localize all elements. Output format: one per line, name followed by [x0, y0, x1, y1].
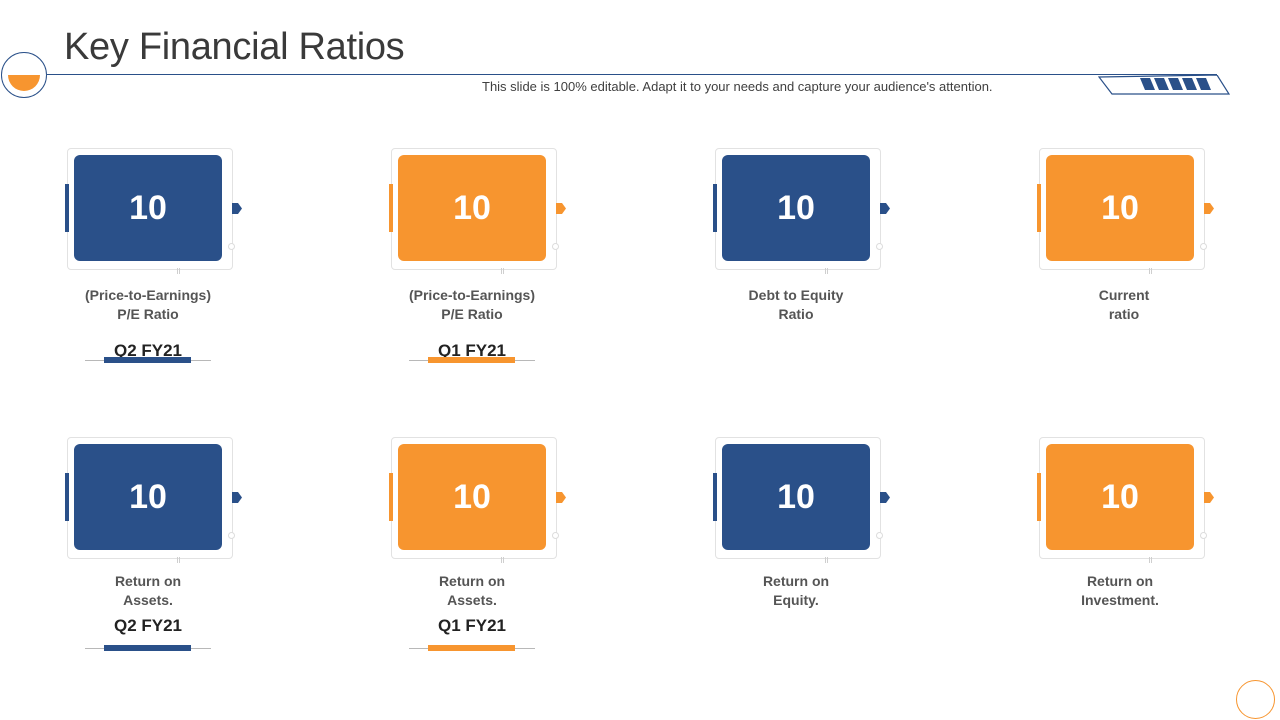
ratio-value-box: 10 [1046, 155, 1194, 261]
dot-icon [228, 532, 235, 539]
arrow-tab-icon [1204, 203, 1214, 214]
ratio-value-box: 10 [398, 155, 546, 261]
dot-icon [1200, 243, 1207, 250]
ratio-value-box: 10 [74, 155, 222, 261]
dot-icon [876, 532, 883, 539]
period-label: Q2 FY21 [113, 616, 183, 635]
tick-mark [1149, 557, 1152, 563]
period-label: Q1 FY21 [437, 616, 507, 635]
page-subtitle: This slide is 100% editable. Adapt it to… [482, 79, 993, 94]
dot-icon [876, 243, 883, 250]
ratio-label: Return on Equity. [762, 573, 830, 608]
arrow-tab-icon [232, 492, 242, 503]
tick-mark [177, 268, 180, 274]
card-accent-bar [389, 184, 393, 232]
period-label: Q2 FY21 [113, 341, 183, 360]
arrow-tab-icon [556, 492, 566, 503]
card-accent-bar [1037, 473, 1041, 521]
card-accent-bar [1037, 184, 1041, 232]
logo-circle-icon [1, 52, 47, 98]
logo-half-circle-icon [8, 75, 40, 91]
dot-icon [552, 243, 559, 250]
corner-circle-icon [1236, 680, 1275, 719]
ratio-value-box: 10 [722, 155, 870, 261]
page-title: Key Financial Ratios [64, 26, 405, 68]
arrow-tab-icon [232, 203, 242, 214]
arrow-tab-icon [1204, 492, 1214, 503]
arrow-tab-icon [880, 492, 890, 503]
ratio-label: Current ratio [1098, 287, 1150, 322]
tick-mark [1149, 268, 1152, 274]
ratio-label: Return on Assets. [438, 573, 506, 608]
arrow-tab-icon [556, 203, 566, 214]
tick-mark [501, 557, 504, 563]
header-divider [47, 74, 1217, 75]
decorative-stripes-icon [1098, 75, 1230, 95]
ratio-label: Debt to Equity Ratio [748, 287, 844, 322]
ratio-value-box: 10 [722, 444, 870, 550]
ratio-label: (Price-to-Earnings) P/E Ratio [84, 287, 211, 322]
period-bar [428, 357, 515, 363]
card-accent-bar [65, 473, 69, 521]
period-bar [428, 645, 515, 651]
card-accent-bar [389, 473, 393, 521]
dot-icon [228, 243, 235, 250]
period-bar [104, 357, 191, 363]
ratio-value-box: 10 [1046, 444, 1194, 550]
ratio-label: Return on Assets. [114, 573, 182, 608]
ratio-label: (Price-to-Earnings) P/E Ratio [408, 287, 535, 322]
tick-mark [825, 268, 828, 274]
tick-mark [501, 268, 504, 274]
tick-mark [825, 557, 828, 563]
card-accent-bar [713, 184, 717, 232]
ratio-label: Return on Investment. [1081, 573, 1159, 608]
period-label: Q1 FY21 [437, 341, 507, 360]
dot-icon [1200, 532, 1207, 539]
arrow-tab-icon [880, 203, 890, 214]
period-bar [104, 645, 191, 651]
card-accent-bar [713, 473, 717, 521]
card-accent-bar [65, 184, 69, 232]
ratio-value-box: 10 [398, 444, 546, 550]
ratio-value-box: 10 [74, 444, 222, 550]
tick-mark [177, 557, 180, 563]
dot-icon [552, 532, 559, 539]
